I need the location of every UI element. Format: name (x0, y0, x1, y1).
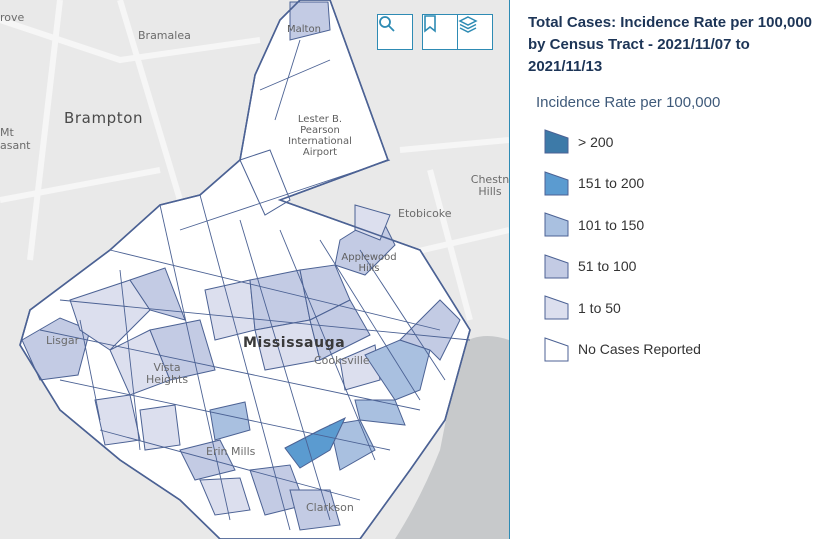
legend-label: 101 to 150 (578, 216, 645, 233)
place-applewood-hills: Applewood Hills (341, 252, 397, 274)
place-vista-heights: Vista Heights (145, 361, 189, 386)
legend-item-51-100: 51 to 100 (543, 246, 831, 288)
tract-grid (39, 39, 471, 531)
panel-title: Total Cases: Incidence Rate per 100,000 … (528, 14, 813, 75)
legend-item-over-200: > 200 (543, 121, 831, 163)
legend-panel: Total Cases: Incidence Rate per 100,000 … (510, 0, 831, 539)
place-malton: Malton (287, 24, 321, 35)
place-asant: asant (0, 139, 31, 152)
tract-high-incidence[interactable] (284, 416, 347, 469)
tract-erin-mills[interactable] (179, 439, 236, 481)
mississauga-outline (19, 0, 471, 539)
tract-port-credit-north[interactable] (354, 399, 406, 426)
legend-label: 51 to 100 (578, 258, 637, 275)
place-airport: Lester B. Pearson International Airport (288, 114, 352, 158)
legend-item-151-200: 151 to 200 (543, 163, 831, 205)
tract-lakeview-east[interactable] (399, 299, 461, 361)
legend-label: 1 to 50 (578, 299, 621, 316)
tract-erin-mills-north[interactable] (209, 401, 251, 441)
bookmark-icon (424, 15, 436, 33)
place-chestnut-hills: Chestn Hills (470, 173, 509, 198)
legend-swatch (544, 337, 569, 362)
place-lisgar: Lisgar (46, 334, 80, 347)
place-mississauga: Mississauga (243, 335, 346, 351)
tract-airport-west[interactable] (239, 149, 291, 216)
legend-swatch (544, 254, 569, 279)
place-erin-mills: Erin Mills (206, 445, 256, 458)
legend-label: 151 to 200 (578, 175, 645, 192)
tract-streetsville[interactable] (139, 404, 181, 451)
legend-list: > 200 151 to 200 101 to 150 51 to 100 1 … (528, 121, 831, 370)
legend-heading: Incidence Rate per 100,000 (536, 94, 721, 111)
legend-item-no-cases: No Cases Reported (543, 329, 831, 371)
census-tracts[interactable] (21, 1, 461, 531)
layers-icon (458, 16, 478, 33)
tract-cooksville[interactable] (309, 299, 371, 361)
place-etobicoke: Etobicoke (398, 207, 452, 220)
bookmark-button[interactable] (422, 14, 458, 50)
road-network (0, 0, 509, 321)
tract-malton[interactable] (289, 1, 331, 41)
search-button[interactable] (377, 14, 413, 50)
place-brampton: Brampton (64, 109, 144, 127)
legend-swatch (544, 129, 569, 154)
tract-central-2[interactable] (249, 269, 311, 331)
legend-item-1-50: 1 to 50 (543, 287, 831, 329)
place-rove: rove (0, 11, 25, 24)
tract-churchill-east[interactable] (129, 267, 186, 321)
legend-label: > 200 (578, 133, 614, 150)
legend-item-101-150: 101 to 150 (543, 204, 831, 246)
map-view[interactable]: rove Bramalea Malton Brampton Mt asant L… (0, 0, 509, 539)
place-cooksville: Cooksville (314, 354, 370, 367)
legend-swatch (544, 212, 569, 237)
place-mt: Mt (0, 126, 14, 139)
tract-vista-heights[interactable] (149, 319, 216, 381)
tract-lakeview-north[interactable] (364, 339, 431, 401)
place-bramalea: Bramalea (138, 29, 191, 42)
legend-swatch (544, 295, 569, 320)
legend-swatch (544, 171, 569, 196)
layers-button[interactable] (457, 14, 493, 50)
tract-churchill-meadows[interactable] (69, 279, 151, 351)
map-canvas[interactable] (0, 0, 509, 539)
place-clarkson: Clarkson (306, 501, 354, 514)
search-icon (379, 16, 395, 32)
tract-rockwood[interactable] (354, 204, 391, 241)
lake-ontario-water (395, 336, 509, 539)
tract-clarkson[interactable] (289, 489, 341, 531)
legend-label: No Cases Reported (578, 341, 701, 358)
panel-divider (509, 0, 510, 539)
